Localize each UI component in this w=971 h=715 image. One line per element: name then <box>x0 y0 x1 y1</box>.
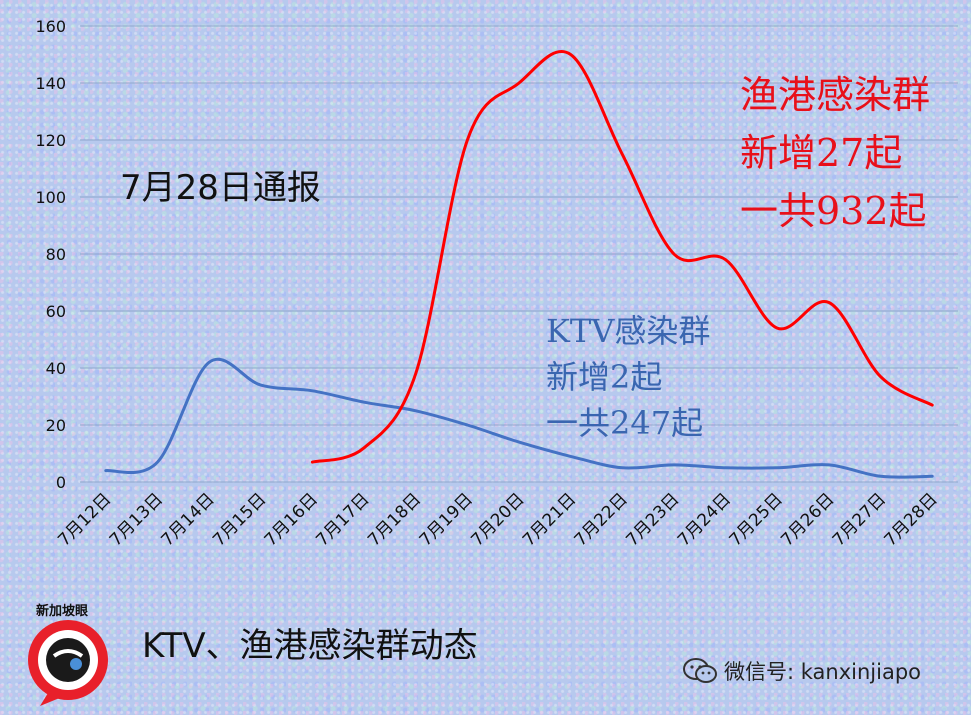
gridlines <box>80 25 958 483</box>
x-tick-label: 7月14日 <box>158 489 219 550</box>
x-tick-label: 7月19日 <box>416 489 477 550</box>
wechat-watermark: 微信号: kanxinjiapo <box>682 656 921 686</box>
series-lines <box>104 50 934 479</box>
x-axis-ticks: 7月12日7月13日7月14日7月15日7月16日7月17日7月18日7月19日… <box>54 489 941 550</box>
x-tick-label: 7月25日 <box>726 489 787 550</box>
y-tick-label: 80 <box>46 245 66 264</box>
fishery-cluster-annotation: 渔港感染群 新增27起 一共932起 <box>740 73 931 233</box>
x-tick-label: 7月23日 <box>622 489 683 550</box>
x-tick-label: 7月13日 <box>106 489 167 550</box>
y-tick-label: 140 <box>35 74 66 93</box>
y-tick-label: 60 <box>46 302 66 321</box>
chart-caption: KTV、渔港感染群动态 <box>142 626 478 666</box>
x-tick-label: 7月21日 <box>519 489 580 550</box>
y-tick-label: 120 <box>35 131 66 150</box>
report-date-annotation: 7月28日通报 <box>120 168 321 208</box>
y-tick-label: 20 <box>46 416 66 435</box>
x-tick-label: 7月16日 <box>261 489 322 550</box>
logo-eye-icon <box>28 620 108 706</box>
series-line-ktv <box>104 357 934 479</box>
y-tick-label: 0 <box>56 473 66 492</box>
y-axis-ticks: 0 20 40 60 80 100 120 140 160 <box>35 17 66 492</box>
x-tick-label: 7月27日 <box>829 489 890 550</box>
x-tick-label: 7月12日 <box>54 489 115 550</box>
watermark-text: 微信号: kanxinjiapo <box>724 660 922 684</box>
x-tick-label: 7月17日 <box>312 489 373 550</box>
x-tick-label: 7月28日 <box>881 489 942 550</box>
x-tick-label: 7月20日 <box>467 489 528 550</box>
y-tick-label: 160 <box>35 17 66 36</box>
series-line-fishery <box>310 50 934 464</box>
x-tick-label: 7月24日 <box>674 489 735 550</box>
y-tick-label: 40 <box>46 359 66 378</box>
ktv-cluster-annotation: KTV感染群 新增2起 一共247起 <box>546 312 711 442</box>
x-tick-label: 7月26日 <box>777 489 838 550</box>
x-tick-label: 7月15日 <box>209 489 270 550</box>
y-tick-label: 100 <box>35 188 66 207</box>
wechat-icon <box>683 658 717 683</box>
x-tick-label: 7月22日 <box>571 489 632 550</box>
logo-text: 新加坡眼 <box>36 604 89 619</box>
x-tick-label: 7月18日 <box>364 489 425 550</box>
